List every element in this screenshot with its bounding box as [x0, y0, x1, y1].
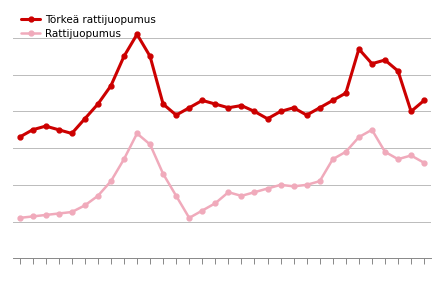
Rattijuopumus [199, 209, 204, 212]
Rattijuopumus [121, 158, 126, 161]
Rattijuopumus [303, 183, 309, 187]
Rattijuopumus [368, 128, 374, 131]
Rattijuopumus [82, 204, 87, 207]
Rattijuopumus [316, 179, 322, 183]
Rattijuopumus [134, 132, 139, 135]
Rattijuopumus [160, 172, 165, 176]
Törkeä rattijuopumus [395, 69, 400, 73]
Rattijuopumus [408, 154, 413, 157]
Törkeä rattijuopumus [238, 104, 243, 107]
Törkeä rattijuopumus [186, 106, 191, 109]
Törkeä rattijuopumus [251, 110, 256, 113]
Törkeä rattijuopumus [69, 132, 74, 135]
Rattijuopumus [277, 183, 283, 187]
Törkeä rattijuopumus [173, 113, 178, 117]
Törkeä rattijuopumus [30, 128, 35, 131]
Törkeä rattijuopumus [316, 106, 322, 109]
Rattijuopumus [30, 215, 35, 218]
Rattijuopumus [95, 194, 100, 198]
Törkeä rattijuopumus [408, 110, 413, 113]
Törkeä rattijuopumus [108, 84, 113, 88]
Rattijuopumus [225, 191, 230, 194]
Rattijuopumus [290, 185, 296, 188]
Törkeä rattijuopumus [277, 110, 283, 113]
Törkeä rattijuopumus [355, 47, 361, 51]
Törkeä rattijuopumus [199, 99, 204, 102]
Rattijuopumus [17, 216, 22, 220]
Törkeä rattijuopumus [342, 91, 348, 95]
Rattijuopumus [395, 158, 400, 161]
Törkeä rattijuopumus [421, 99, 426, 102]
Rattijuopumus [238, 194, 243, 198]
Törkeä rattijuopumus [329, 99, 335, 102]
Törkeä rattijuopumus [290, 106, 296, 109]
Rattijuopumus [381, 150, 387, 154]
Rattijuopumus [108, 179, 113, 183]
Törkeä rattijuopumus [17, 135, 22, 139]
Törkeä rattijuopumus [225, 106, 230, 109]
Törkeä rattijuopumus [95, 102, 100, 106]
Törkeä rattijuopumus [264, 117, 270, 121]
Rattijuopumus [43, 213, 48, 217]
Törkeä rattijuopumus [160, 102, 165, 106]
Törkeä rattijuopumus [56, 128, 61, 131]
Rattijuopumus [355, 135, 361, 139]
Törkeä rattijuopumus [303, 113, 309, 117]
Törkeä rattijuopumus [368, 62, 374, 65]
Rattijuopumus [56, 212, 61, 215]
Törkeä rattijuopumus [43, 124, 48, 128]
Line: Törkeä rattijuopumus: Törkeä rattijuopumus [17, 32, 426, 139]
Rattijuopumus [251, 191, 256, 194]
Törkeä rattijuopumus [134, 33, 139, 36]
Törkeä rattijuopumus [82, 117, 87, 121]
Rattijuopumus [173, 194, 178, 198]
Rattijuopumus [264, 187, 270, 190]
Legend: Törkeä rattijuopumus, Rattijuopumus: Törkeä rattijuopumus, Rattijuopumus [19, 13, 158, 41]
Rattijuopumus [342, 150, 348, 154]
Rattijuopumus [147, 143, 152, 146]
Törkeä rattijuopumus [121, 55, 126, 58]
Rattijuopumus [212, 201, 217, 205]
Törkeä rattijuopumus [381, 58, 387, 62]
Rattijuopumus [69, 210, 74, 214]
Rattijuopumus [421, 161, 426, 164]
Törkeä rattijuopumus [212, 102, 217, 106]
Rattijuopumus [186, 216, 191, 220]
Törkeä rattijuopumus [147, 55, 152, 58]
Rattijuopumus [329, 158, 335, 161]
Line: Rattijuopumus: Rattijuopumus [17, 127, 426, 220]
